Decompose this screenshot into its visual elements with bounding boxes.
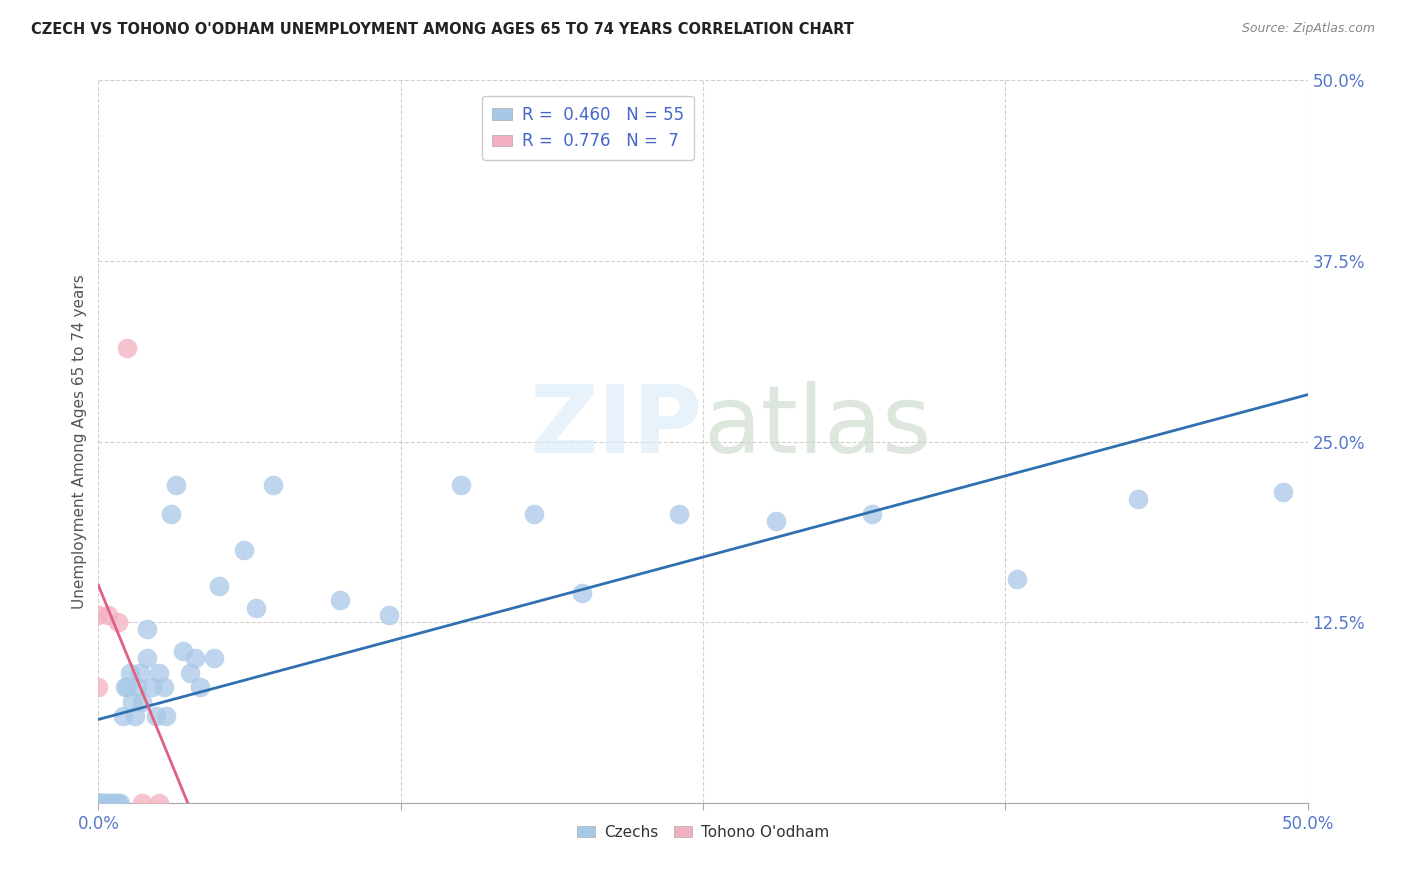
Point — [118, 665, 141, 680]
Point — [121, 695, 143, 709]
Text: CZECH VS TOHONO O'ODHAM UNEMPLOYMENT AMONG AGES 65 TO 74 YEARS CORRELATION CHART: CZECH VS TOHONO O'ODHAM UNEMPLOYMENT AMO… — [31, 22, 853, 37]
Point — [90, 796, 112, 810]
Point — [668, 507, 690, 521]
Point — [208, 579, 231, 593]
Point — [179, 665, 201, 680]
Legend: Czechs, Tohono O'odham: Czechs, Tohono O'odham — [571, 819, 835, 846]
Point — [117, 341, 139, 355]
Point — [172, 644, 194, 658]
Point — [87, 796, 110, 810]
Point — [124, 709, 146, 723]
Y-axis label: Unemployment Among Ages 65 to 74 years: Unemployment Among Ages 65 to 74 years — [72, 274, 87, 609]
Point — [523, 507, 546, 521]
Point — [111, 709, 134, 723]
Point — [148, 665, 170, 680]
Point — [90, 796, 112, 810]
Point — [184, 651, 207, 665]
Point — [160, 507, 183, 521]
Point — [104, 796, 127, 810]
Point — [188, 680, 211, 694]
Point — [152, 680, 174, 694]
Point — [117, 680, 139, 694]
Point — [87, 796, 110, 810]
Point — [97, 796, 120, 810]
Point — [145, 709, 167, 723]
Point — [128, 665, 150, 680]
Point — [107, 796, 129, 810]
Text: Source: ZipAtlas.com: Source: ZipAtlas.com — [1241, 22, 1375, 36]
Point — [155, 709, 177, 723]
Point — [571, 586, 593, 600]
Point — [765, 514, 787, 528]
Point — [131, 796, 153, 810]
Point — [1272, 485, 1295, 500]
Text: atlas: atlas — [703, 381, 931, 473]
Point — [107, 615, 129, 630]
Point — [97, 607, 120, 622]
Point — [204, 651, 226, 665]
Text: ZIP: ZIP — [530, 381, 703, 473]
Point — [114, 680, 136, 694]
Point — [94, 796, 117, 810]
Point — [91, 796, 114, 810]
Point — [108, 796, 131, 810]
Point — [131, 695, 153, 709]
Point — [87, 796, 110, 810]
Point — [860, 507, 883, 521]
Point — [87, 796, 110, 810]
Point — [101, 796, 124, 810]
Point — [141, 680, 163, 694]
Point — [377, 607, 399, 622]
Point — [232, 542, 254, 557]
Point — [1007, 572, 1029, 586]
Point — [127, 680, 149, 694]
Point — [329, 593, 352, 607]
Point — [100, 796, 122, 810]
Point — [262, 478, 284, 492]
Point — [135, 623, 157, 637]
Point — [87, 796, 110, 810]
Point — [91, 796, 114, 810]
Point — [87, 796, 110, 810]
Point — [135, 651, 157, 665]
Point — [450, 478, 472, 492]
Point — [165, 478, 187, 492]
Point — [87, 607, 110, 622]
Point — [245, 600, 267, 615]
Point — [148, 796, 170, 810]
Point — [1128, 492, 1150, 507]
Point — [87, 680, 110, 694]
